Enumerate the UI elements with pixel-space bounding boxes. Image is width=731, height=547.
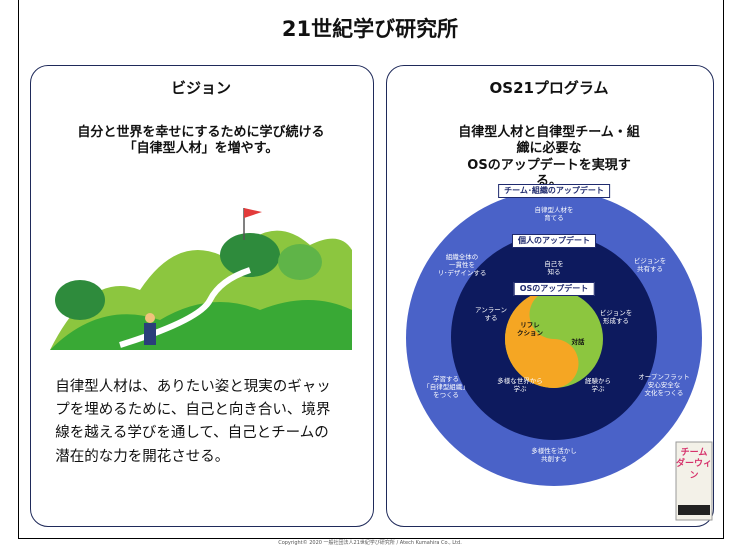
book-title: チーム ダーウィン [676, 448, 713, 482]
flag-text: Well-Being [230, 202, 256, 208]
diagram-label: 組織全体の 一貫性を リ･デザインする [438, 254, 487, 277]
diagram-label: アンラーン する [475, 307, 507, 323]
diagram-label: リフレ クション [517, 322, 543, 338]
diagram-label: オープンフラット 安心安全な 文化をつくる [638, 374, 689, 397]
team-update: チーム･組織のアップデート [498, 184, 610, 198]
slide: 21世紀学び研究所 ビジョン 自分と世界を幸せにするために学び続ける 「自律型人… [0, 0, 731, 547]
personal-update: 個人のアップデート [512, 234, 596, 248]
diagram-label: 対話 [572, 339, 585, 347]
illustration [50, 208, 352, 350]
os-update: OSのアップデート [514, 282, 595, 296]
diagram-label: 自律型人材を 育てる [535, 207, 574, 223]
diagram-label: ビジョンを 共有する [634, 258, 667, 274]
diagram-label: 経験から 学ぶ [585, 378, 611, 394]
diagram-label: ビジョンを 形成する [600, 310, 633, 326]
diagram-label: 学習する 「自律型組織」 をつくる [423, 376, 469, 399]
diagram-label: 多様な世界から 学ぶ [497, 378, 543, 394]
diagram-label: 多様性を活かし 共創する [531, 448, 577, 464]
diagram-label: 自己を 知る [544, 261, 564, 277]
copyright: Copyright© 2020 一般社団法人21世紀学び研究所 / Atech … [278, 540, 462, 546]
graphics [0, 0, 731, 547]
